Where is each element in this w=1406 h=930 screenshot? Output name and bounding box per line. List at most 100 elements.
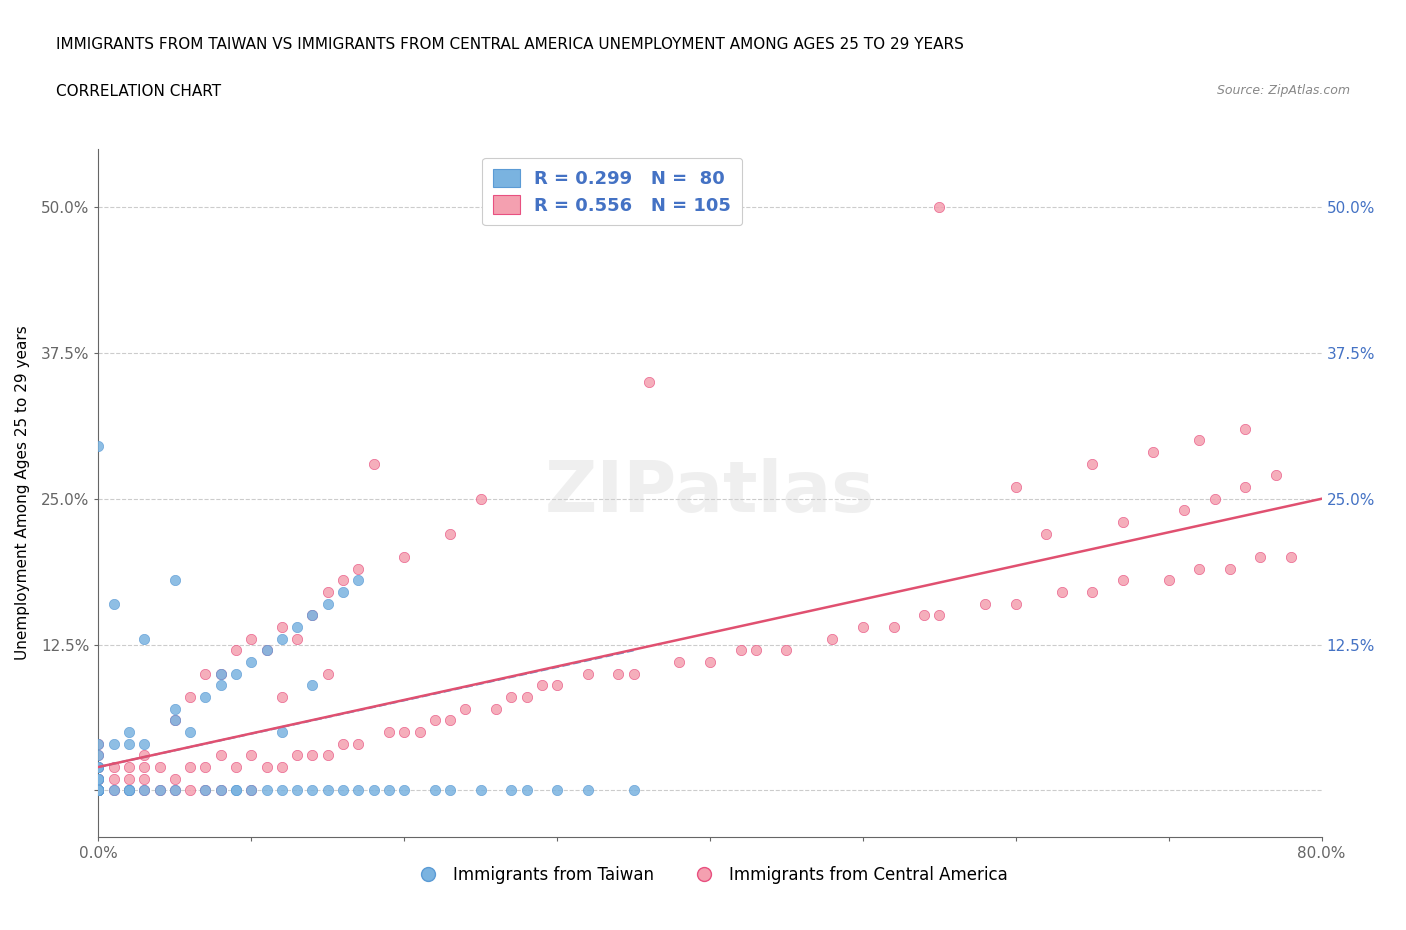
Point xyxy=(225,783,247,798)
Point xyxy=(256,643,278,658)
Point xyxy=(623,783,645,798)
Point xyxy=(270,783,292,798)
Point xyxy=(485,701,508,716)
Point xyxy=(118,737,141,751)
Legend: Immigrants from Taiwan, Immigrants from Central America: Immigrants from Taiwan, Immigrants from … xyxy=(405,859,1015,891)
Point xyxy=(134,631,156,646)
Point xyxy=(163,771,186,786)
Point xyxy=(347,573,370,588)
Point xyxy=(209,678,232,693)
Point xyxy=(149,783,172,798)
Point xyxy=(179,689,201,704)
Point xyxy=(87,783,110,798)
Point xyxy=(270,724,292,739)
Point xyxy=(607,666,630,681)
Point xyxy=(270,619,292,634)
Point xyxy=(256,643,278,658)
Point xyxy=(256,760,278,775)
Point xyxy=(87,783,110,798)
Point xyxy=(730,643,752,658)
Point xyxy=(87,760,110,775)
Point xyxy=(928,608,950,623)
Point xyxy=(347,783,370,798)
Point xyxy=(1234,421,1257,436)
Point xyxy=(209,783,232,798)
Point xyxy=(301,748,323,763)
Point xyxy=(87,760,110,775)
Point xyxy=(179,783,201,798)
Point xyxy=(118,760,141,775)
Point xyxy=(974,596,997,611)
Point xyxy=(225,666,247,681)
Point xyxy=(87,783,110,798)
Point xyxy=(301,608,323,623)
Point xyxy=(87,771,110,786)
Point xyxy=(103,737,125,751)
Point xyxy=(134,748,156,763)
Point xyxy=(516,689,538,704)
Point xyxy=(194,783,217,798)
Point xyxy=(87,783,110,798)
Point xyxy=(118,783,141,798)
Point xyxy=(134,771,156,786)
Point xyxy=(332,783,354,798)
Point xyxy=(363,457,385,472)
Point xyxy=(87,771,110,786)
Point xyxy=(821,631,844,646)
Point xyxy=(378,724,401,739)
Point xyxy=(87,760,110,775)
Point xyxy=(530,678,553,693)
Point xyxy=(118,724,141,739)
Point xyxy=(209,666,232,681)
Point xyxy=(454,701,477,716)
Point xyxy=(285,619,308,634)
Point xyxy=(87,783,110,798)
Point xyxy=(163,713,186,728)
Point xyxy=(163,783,186,798)
Point xyxy=(1188,433,1211,448)
Text: ZIPatlas: ZIPatlas xyxy=(546,458,875,527)
Point xyxy=(118,783,141,798)
Point xyxy=(163,713,186,728)
Point xyxy=(1112,573,1135,588)
Point xyxy=(134,760,156,775)
Point xyxy=(1279,550,1302,565)
Point xyxy=(1264,468,1286,483)
Point xyxy=(179,760,201,775)
Point xyxy=(240,783,263,798)
Point xyxy=(883,619,905,634)
Point xyxy=(546,783,568,798)
Point xyxy=(1112,514,1135,529)
Point xyxy=(501,783,523,798)
Point xyxy=(134,783,156,798)
Point xyxy=(363,783,385,798)
Point xyxy=(209,783,232,798)
Point xyxy=(134,737,156,751)
Point xyxy=(209,748,232,763)
Point xyxy=(439,526,461,541)
Point xyxy=(225,643,247,658)
Point xyxy=(516,783,538,798)
Point xyxy=(316,585,339,600)
Point xyxy=(576,666,599,681)
Point xyxy=(103,596,125,611)
Point xyxy=(423,713,446,728)
Point xyxy=(87,783,110,798)
Point xyxy=(209,666,232,681)
Point xyxy=(163,573,186,588)
Point xyxy=(439,713,461,728)
Point xyxy=(1142,445,1164,459)
Point xyxy=(623,666,645,681)
Point xyxy=(87,783,110,798)
Point xyxy=(87,748,110,763)
Point xyxy=(240,783,263,798)
Point xyxy=(1173,503,1195,518)
Point xyxy=(103,783,125,798)
Point xyxy=(668,655,690,670)
Point xyxy=(546,678,568,693)
Point xyxy=(87,771,110,786)
Point xyxy=(1204,491,1226,506)
Point xyxy=(163,701,186,716)
Text: CORRELATION CHART: CORRELATION CHART xyxy=(56,84,221,99)
Point xyxy=(87,760,110,775)
